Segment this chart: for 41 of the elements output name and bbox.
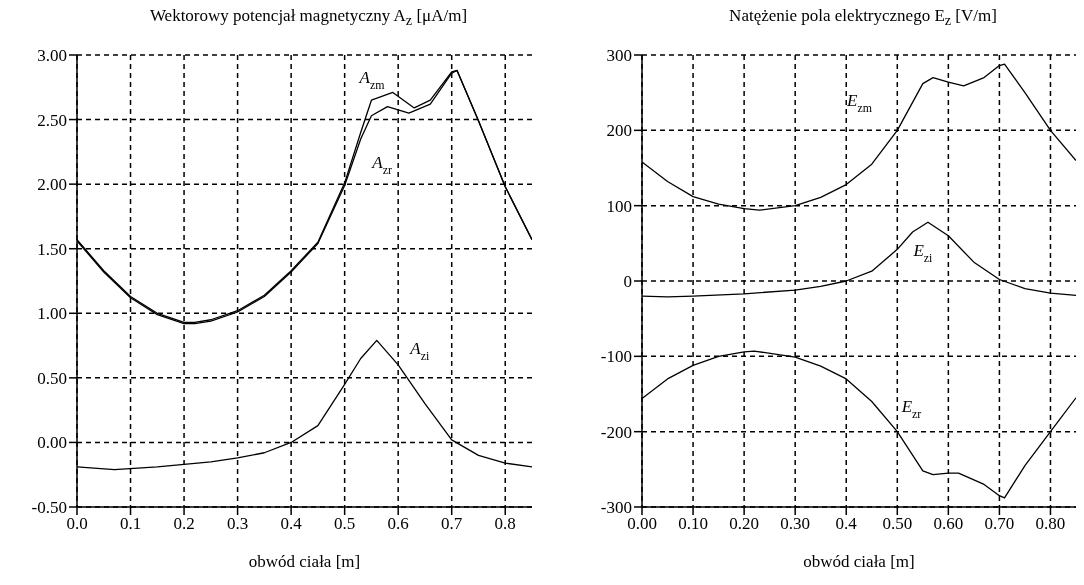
series-label: A$_{zm}$ bbox=[358, 68, 386, 93]
y-tick-label: 2.00 bbox=[37, 175, 67, 195]
y-tick-label: 2.50 bbox=[37, 110, 67, 130]
x-tick-label: 0.70 bbox=[984, 514, 1015, 534]
y-tick-label: -0.50 bbox=[31, 498, 67, 518]
series-label: E$_{zm}$ bbox=[846, 90, 873, 115]
chart-title: Wektorowy potencjał magnetyczny A$_{z}$ [μA/m] bbox=[148, 6, 469, 30]
x-tick-label: 0.5 bbox=[334, 514, 356, 534]
y-tick-label: 0 bbox=[623, 272, 632, 292]
x-tick-label: 0.4 bbox=[835, 514, 858, 534]
y-tick-label: 1.50 bbox=[37, 239, 67, 259]
x-tick-label: 0.7 bbox=[441, 514, 463, 534]
series-label: A$_{zi}$ bbox=[409, 339, 430, 364]
x-tick-label: 0.2 bbox=[173, 514, 195, 534]
x-tick-label: 0.20 bbox=[729, 514, 759, 534]
x-tick-label: 0.8 bbox=[494, 514, 516, 534]
x-tick-label: 0.10 bbox=[678, 514, 708, 534]
x-tick-label: 0.4 bbox=[280, 514, 303, 534]
series-label: E$_{zi}$ bbox=[912, 241, 934, 265]
x-tick-label: 0.3 bbox=[226, 514, 249, 534]
x-tick-label: 0.6 bbox=[387, 514, 409, 534]
series-label: E$_{zr}$ bbox=[900, 396, 922, 421]
series-label: A$_{zr}$ bbox=[371, 153, 392, 178]
x-axis-title: obwód ciała [m] bbox=[248, 552, 361, 571]
x-tick-label: 0.50 bbox=[882, 514, 913, 534]
chart-title: Natężenie pola elektrycznego E$_{z}$ [V/m] bbox=[728, 6, 998, 30]
y-tick-label: -200 bbox=[600, 422, 632, 442]
y-tick-label: 0.00 bbox=[37, 433, 67, 453]
x-tick-label: 0.0 bbox=[66, 514, 88, 534]
x-tick-label: 0.80 bbox=[1035, 514, 1066, 534]
x-tick-label: 0.30 bbox=[780, 514, 811, 534]
y-tick-label: -100 bbox=[600, 347, 632, 367]
y-tick-label: 200 bbox=[606, 121, 632, 141]
x-tick-label: 0.60 bbox=[933, 514, 964, 534]
y-tick-label: 300 bbox=[606, 46, 632, 66]
y-tick-label: 100 bbox=[606, 196, 632, 216]
x-tick-label: 0.1 bbox=[119, 514, 142, 534]
y-tick-label: 0.50 bbox=[37, 368, 67, 388]
y-tick-label: 3.00 bbox=[37, 46, 67, 66]
x-axis-title: obwód ciała [m] bbox=[803, 552, 915, 571]
y-tick-label: 1.00 bbox=[37, 304, 67, 324]
